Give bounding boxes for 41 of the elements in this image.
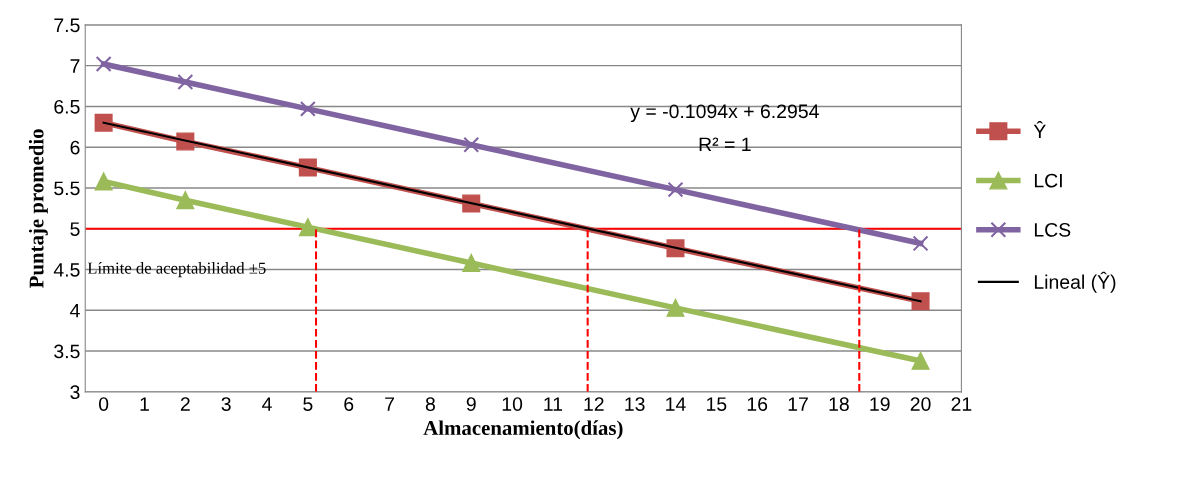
y-tick-label: 3 (70, 385, 80, 400)
y-tick-label: 4 (70, 303, 80, 318)
y-tick-label: 5 (70, 222, 80, 236)
y-axis-title: Puntaje promedio (28, 129, 48, 288)
x-tick-label: 19 (870, 397, 890, 411)
x-tick-label: 7 (385, 397, 394, 411)
annotation: y = -0.1094x + 6.2954 (630, 104, 819, 123)
x-tick-label: 18 (829, 397, 849, 411)
x-tick-label: 3 (221, 397, 231, 411)
y-tick-label: 7 (70, 59, 80, 73)
x-tick-label: 11 (544, 397, 563, 411)
x-tick-label: 10 (502, 397, 523, 411)
x-tick-label: 5 (303, 397, 313, 411)
x-tick-label: 6 (344, 397, 354, 411)
y-tick-label: 7.5 (54, 18, 80, 33)
x-tick-label: 12 (584, 397, 604, 411)
x-tick-label: 21 (951, 397, 972, 411)
x-tick-label: 2 (180, 397, 190, 411)
y-tick-label: 6.5 (54, 99, 80, 114)
x-tick-label: 15 (707, 397, 727, 411)
y-tick-label: 3.5 (54, 344, 80, 359)
legend-label: LCS (1034, 222, 1071, 237)
x-tick-label: 4 (262, 397, 272, 411)
x-tick-label: 13 (625, 397, 645, 411)
y-tick-label: 5.5 (54, 181, 80, 196)
x-tick-label: 17 (788, 397, 808, 411)
x-tick-label: 20 (910, 397, 931, 411)
legend-label: Lineal (Ŷ) (1034, 271, 1116, 293)
legend-label: LCI (1034, 173, 1062, 188)
annotation: R² = 1 (699, 137, 751, 152)
x-tick-label: 9 (466, 397, 476, 411)
x-tick-label: 8 (425, 397, 435, 411)
y-tick-label: 6 (70, 140, 80, 155)
y-tick-label: 4.5 (53, 263, 80, 277)
ref-line-label: Límite de aceptabilidad ±5 (87, 262, 266, 278)
x-tick-label: 16 (747, 397, 768, 411)
x-axis-title: Almacenamiento(días) (423, 420, 623, 440)
x-tick-label: 14 (666, 397, 686, 411)
legend-label: Ŷ (1033, 121, 1046, 139)
x-tick-label: 0 (98, 397, 109, 411)
x-tick-label: 1 (140, 397, 149, 411)
